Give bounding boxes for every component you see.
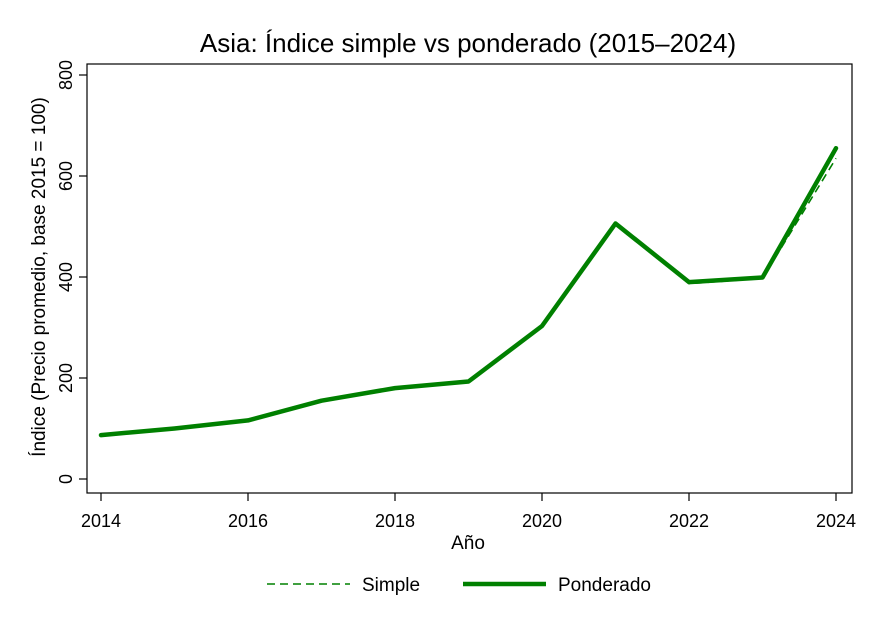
y-tick-label: 200 — [56, 363, 76, 393]
x-tick-label: 2016 — [228, 511, 268, 531]
x-axis: 2014 2016 2018 2020 2022 2024 — [81, 493, 856, 531]
x-tick-label: 2014 — [81, 511, 121, 531]
y-axis-label: Índice (Precio promedio, base 2015 = 100… — [29, 97, 50, 457]
plot-frame — [86, 63, 853, 494]
chart-title: Asia: Índice simple vs ponderado (2015–2… — [200, 28, 736, 58]
y-tick-label: 0 — [56, 474, 76, 484]
series-layer — [98, 145, 839, 438]
x-tick-label: 2022 — [669, 511, 709, 531]
x-tick-label: 2018 — [375, 511, 415, 531]
x-axis-label: Año — [451, 533, 485, 554]
x-tick-label: 2020 — [522, 511, 562, 531]
y-tick-label: 800 — [56, 60, 76, 90]
legend-label-simple: Simple — [362, 575, 420, 596]
y-axis: 0 200 400 600 800 — [56, 60, 87, 484]
series-line-simple — [100, 157, 837, 436]
legend-label-ponderado: Ponderado — [558, 575, 651, 596]
legend: Simple Ponderado — [267, 575, 651, 596]
y-tick-label: 400 — [56, 262, 76, 292]
x-tick-label: 2024 — [816, 511, 856, 531]
y-tick-label: 600 — [56, 161, 76, 191]
